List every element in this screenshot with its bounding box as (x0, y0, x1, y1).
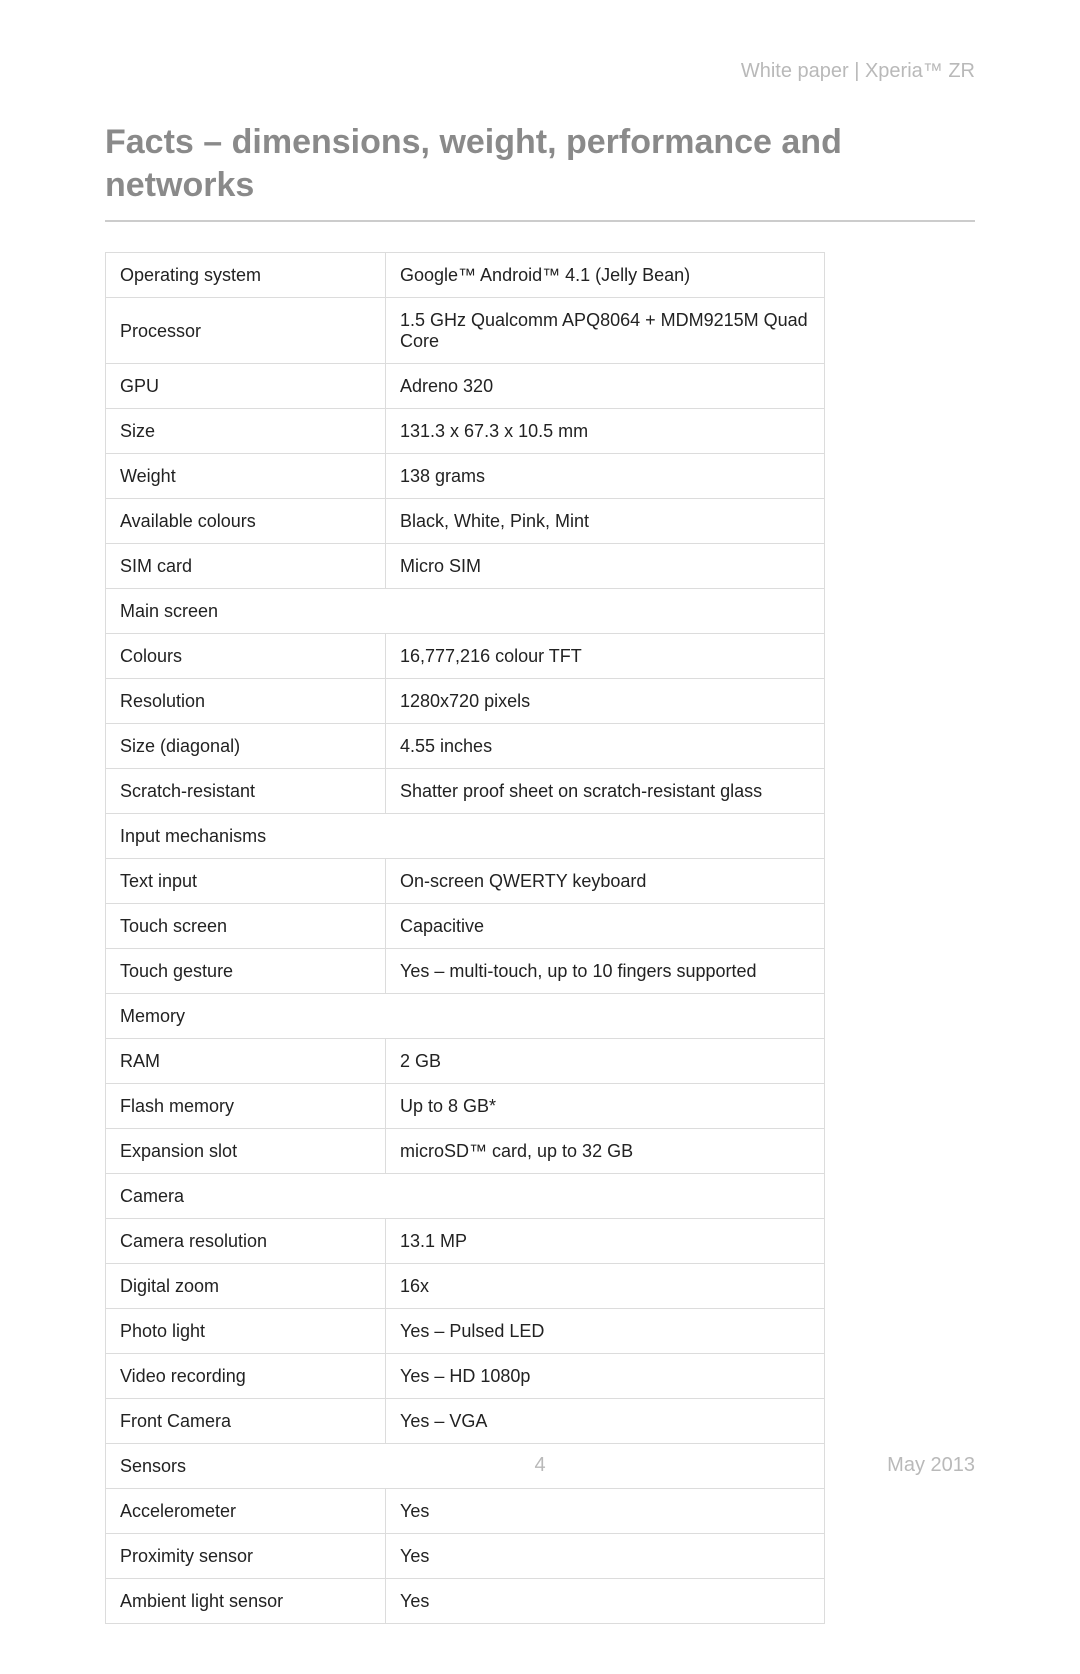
spec-value: 1280x720 pixels (386, 679, 825, 724)
spec-value: Black, White, Pink, Mint (386, 499, 825, 544)
spec-key: Scratch-resistant (106, 769, 386, 814)
table-row: Scratch-resistantShatter proof sheet on … (106, 769, 825, 814)
spec-key: Expansion slot (106, 1129, 386, 1174)
header-right: White paper | Xperia™ ZR (105, 60, 975, 83)
spec-key: Front Camera (106, 1399, 386, 1444)
spec-key: SIM card (106, 544, 386, 589)
spec-value: 1.5 GHz Qualcomm APQ8064 + MDM9215M Quad… (386, 298, 825, 364)
spec-value: Google™ Android™ 4.1 (Jelly Bean) (386, 253, 825, 298)
table-row: Camera (106, 1174, 825, 1219)
spec-value: Yes – Pulsed LED (386, 1309, 825, 1354)
title-rule (105, 220, 975, 222)
spec-value: 138 grams (386, 454, 825, 499)
section-cell: Memory (106, 994, 825, 1039)
spec-value: 16x (386, 1264, 825, 1309)
spec-key: Digital zoom (106, 1264, 386, 1309)
spec-key: Processor (106, 298, 386, 364)
table-row: Touch screenCapacitive (106, 904, 825, 949)
spec-key: Flash memory (106, 1084, 386, 1129)
table-row: RAM2 GB (106, 1039, 825, 1084)
spec-key: Proximity sensor (106, 1534, 386, 1579)
spec-value: 13.1 MP (386, 1219, 825, 1264)
table-row: Available coloursBlack, White, Pink, Min… (106, 499, 825, 544)
spec-key: RAM (106, 1039, 386, 1084)
spec-value: Shatter proof sheet on scratch-resistant… (386, 769, 825, 814)
spec-value: Yes (386, 1579, 825, 1624)
spec-key: Ambient light sensor (106, 1579, 386, 1624)
spec-key: Camera resolution (106, 1219, 386, 1264)
table-row: Resolution1280x720 pixels (106, 679, 825, 724)
spec-value: Yes – VGA (386, 1399, 825, 1444)
table-row: Size (diagonal)4.55 inches (106, 724, 825, 769)
table-row: GPUAdreno 320 (106, 364, 825, 409)
spec-key: GPU (106, 364, 386, 409)
spec-value: Yes – multi-touch, up to 10 fingers supp… (386, 949, 825, 994)
table-row: Size131.3 x 67.3 x 10.5 mm (106, 409, 825, 454)
page-container: White paper | Xperia™ ZR Facts – dimensi… (0, 0, 1080, 1674)
spec-key: Text input (106, 859, 386, 904)
spec-value: Capacitive (386, 904, 825, 949)
spec-value: 16,777,216 colour TFT (386, 634, 825, 679)
page-footer: 4 May 2013 (105, 1454, 975, 1477)
spec-value: 4.55 inches (386, 724, 825, 769)
table-row: Input mechanisms (106, 814, 825, 859)
table-row: Main screen (106, 589, 825, 634)
spec-key: Video recording (106, 1354, 386, 1399)
spec-value: Yes – HD 1080p (386, 1354, 825, 1399)
table-row: Memory (106, 994, 825, 1039)
table-row: Ambient light sensorYes (106, 1579, 825, 1624)
table-row: Flash memoryUp to 8 GB* (106, 1084, 825, 1129)
section-cell: Input mechanisms (106, 814, 825, 859)
table-row: Expansion slotmicroSD™ card, up to 32 GB (106, 1129, 825, 1174)
spec-key: Available colours (106, 499, 386, 544)
table-row: SIM cardMicro SIM (106, 544, 825, 589)
spec-key: Resolution (106, 679, 386, 724)
spec-key: Photo light (106, 1309, 386, 1354)
spec-value: Micro SIM (386, 544, 825, 589)
table-row: Photo lightYes – Pulsed LED (106, 1309, 825, 1354)
section-cell: Main screen (106, 589, 825, 634)
spec-key: Size (106, 409, 386, 454)
table-row: Camera resolution13.1 MP (106, 1219, 825, 1264)
spec-table: Operating systemGoogle™ Android™ 4.1 (Je… (105, 252, 825, 1624)
spec-value: On-screen QWERTY keyboard (386, 859, 825, 904)
spec-value: 2 GB (386, 1039, 825, 1084)
table-row: Digital zoom16x (106, 1264, 825, 1309)
spec-value: 131.3 x 67.3 x 10.5 mm (386, 409, 825, 454)
spec-value: Adreno 320 (386, 364, 825, 409)
table-row: Colours16,777,216 colour TFT (106, 634, 825, 679)
footer-date: May 2013 (887, 1454, 975, 1477)
table-row: Text inputOn-screen QWERTY keyboard (106, 859, 825, 904)
spec-key: Weight (106, 454, 386, 499)
spec-table-body: Operating systemGoogle™ Android™ 4.1 (Je… (106, 253, 825, 1624)
table-row: Touch gestureYes – multi-touch, up to 10… (106, 949, 825, 994)
table-row: Proximity sensorYes (106, 1534, 825, 1579)
table-row: Video recordingYes – HD 1080p (106, 1354, 825, 1399)
table-row: Processor1.5 GHz Qualcomm APQ8064 + MDM9… (106, 298, 825, 364)
spec-key: Size (diagonal) (106, 724, 386, 769)
footer-page-number: 4 (534, 1454, 545, 1477)
spec-key: Touch screen (106, 904, 386, 949)
table-row: Weight138 grams (106, 454, 825, 499)
table-row: Front CameraYes – VGA (106, 1399, 825, 1444)
page-title: Facts – dimensions, weight, performance … (105, 121, 975, 206)
spec-key: Touch gesture (106, 949, 386, 994)
spec-key: Operating system (106, 253, 386, 298)
spec-value: Up to 8 GB* (386, 1084, 825, 1129)
section-cell: Camera (106, 1174, 825, 1219)
spec-value: Yes (386, 1534, 825, 1579)
table-row: Operating systemGoogle™ Android™ 4.1 (Je… (106, 253, 825, 298)
spec-key: Colours (106, 634, 386, 679)
spec-value: microSD™ card, up to 32 GB (386, 1129, 825, 1174)
